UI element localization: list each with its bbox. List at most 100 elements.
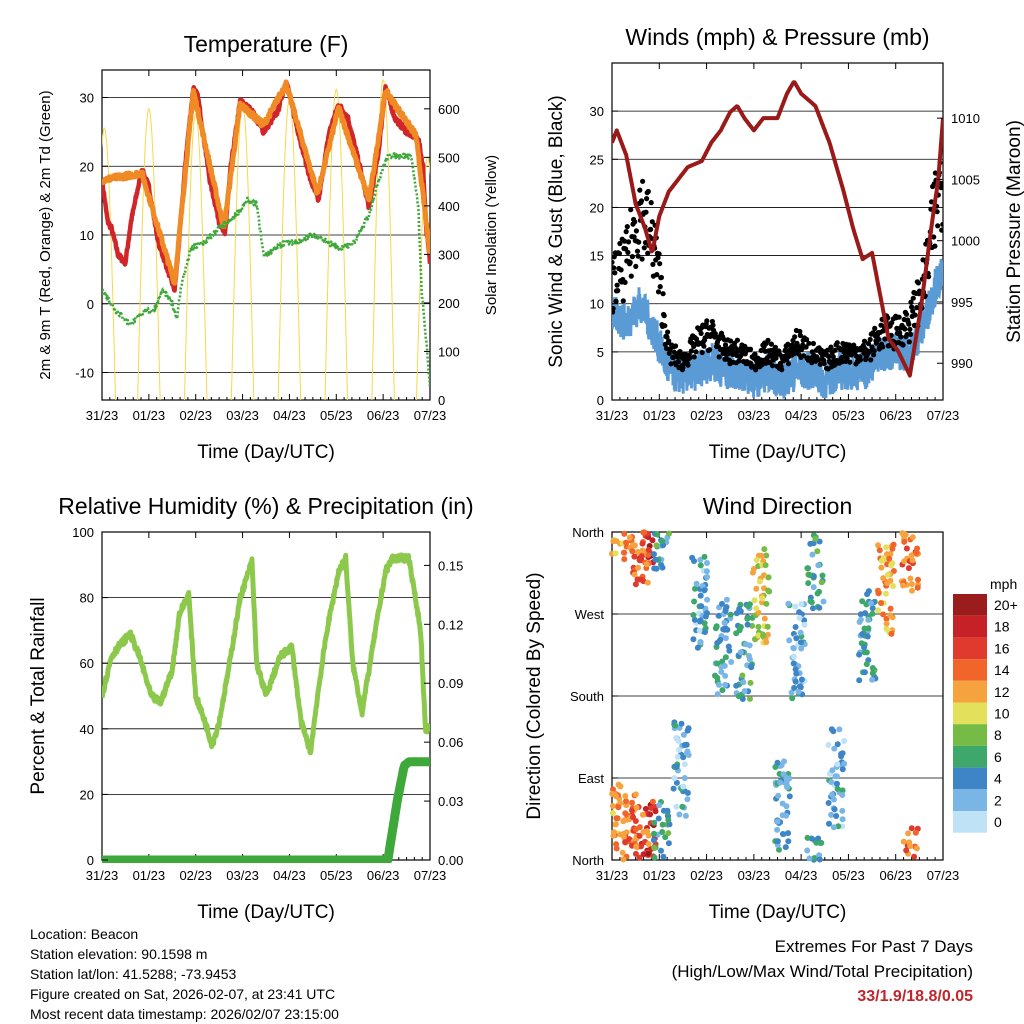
colorbar-swatch <box>953 659 987 681</box>
direction-point <box>890 583 896 589</box>
x-tick-label: 05/23 <box>320 868 353 883</box>
gust-point <box>636 239 642 245</box>
gust-point <box>801 353 807 359</box>
x-tick-label: 05/23 <box>320 408 353 423</box>
direction-point <box>613 845 620 852</box>
direction-point <box>780 771 787 778</box>
direction-point <box>785 600 792 607</box>
direction-point <box>785 838 792 845</box>
direction-point <box>764 623 771 630</box>
colorbar-swatch <box>953 637 987 660</box>
direction-point <box>753 557 760 563</box>
direction-point <box>654 531 661 538</box>
gust-point <box>826 353 832 360</box>
gust-point <box>613 298 619 304</box>
direction-point <box>798 676 805 683</box>
direction-point <box>674 753 681 760</box>
direction-point <box>679 803 686 810</box>
gust-point <box>693 349 699 355</box>
y2-tick-label: 0.00 <box>438 853 463 868</box>
gust-point <box>640 178 646 184</box>
direction-point <box>760 632 767 639</box>
gust-point <box>655 289 662 295</box>
y-tick-label: 30 <box>80 91 94 106</box>
direction-point <box>774 826 781 833</box>
direction-point <box>901 538 908 545</box>
direction-point <box>644 579 651 586</box>
direction-point <box>887 612 894 619</box>
y2-tick-label: 0.06 <box>438 735 463 750</box>
direction-point <box>720 626 727 633</box>
gust-point <box>857 357 864 363</box>
direction-point <box>633 843 640 850</box>
gust-point <box>770 363 776 369</box>
direction-point <box>719 658 726 665</box>
direction-point <box>763 639 770 646</box>
colorbar-label: 12 <box>994 684 1010 700</box>
y2-tick-label: 1010 <box>951 111 980 126</box>
gust-point <box>644 196 650 202</box>
gust-point <box>880 344 886 350</box>
x-tick-label: 01/23 <box>133 868 166 883</box>
direction-point <box>804 834 811 841</box>
direction-point <box>814 548 821 555</box>
gust-point <box>623 229 629 235</box>
direction-point <box>615 804 622 811</box>
direction-point <box>751 597 758 604</box>
direction-point <box>665 830 672 837</box>
gust-point <box>909 304 915 310</box>
y-tick-label: 25 <box>590 152 604 167</box>
x-tick-label: 31/23 <box>596 868 629 883</box>
direction-point <box>697 617 704 624</box>
direction-point <box>790 653 797 660</box>
direction-point <box>676 746 682 753</box>
direction-point <box>907 843 914 850</box>
gust-point <box>803 344 809 350</box>
x-tick-label: 03/23 <box>738 408 771 423</box>
direction-point <box>659 538 666 544</box>
direction-point <box>761 546 768 553</box>
y2-tick-label: 1000 <box>951 234 980 249</box>
direction-point <box>810 573 817 580</box>
gust-point <box>675 359 682 365</box>
direction-point <box>658 847 664 854</box>
direction-point <box>828 779 835 785</box>
direction-point <box>745 603 752 610</box>
direction-point <box>792 603 799 610</box>
station-elevation: Station elevation: 90.1598 m <box>30 946 208 962</box>
direction-point <box>798 601 805 608</box>
direction-point <box>912 829 919 836</box>
direction-point <box>829 767 836 774</box>
direction-point <box>613 815 620 822</box>
direction-point <box>839 792 846 798</box>
direction-point <box>613 841 620 848</box>
direction-point <box>756 578 763 585</box>
direction-point <box>890 541 897 548</box>
direction-point <box>619 849 626 856</box>
direction-point <box>639 811 646 818</box>
colorbar-swatch <box>953 789 987 811</box>
direction-point <box>645 841 652 847</box>
y2-tick-label: 0 <box>438 393 445 408</box>
direction-point <box>865 616 872 623</box>
direction-point <box>779 831 786 837</box>
direction-point <box>907 575 914 582</box>
gust-point <box>639 256 645 262</box>
station-info: Location: Beacon Station elevation: 90.1… <box>30 924 339 1024</box>
direction-point <box>869 665 876 671</box>
gust-point <box>817 361 823 367</box>
direction-point <box>831 806 838 813</box>
direction-point <box>647 811 654 818</box>
gust-point <box>910 295 916 301</box>
direction-point <box>792 624 799 630</box>
colorbar-swatch <box>953 745 987 768</box>
direction-point <box>863 661 870 668</box>
gust-point <box>728 338 734 344</box>
direction-point <box>826 820 832 827</box>
direction-point <box>909 557 916 564</box>
direction-point <box>839 787 846 794</box>
direction-point <box>747 679 754 686</box>
direction-point <box>900 582 906 589</box>
solar-insolation-line <box>371 78 395 400</box>
